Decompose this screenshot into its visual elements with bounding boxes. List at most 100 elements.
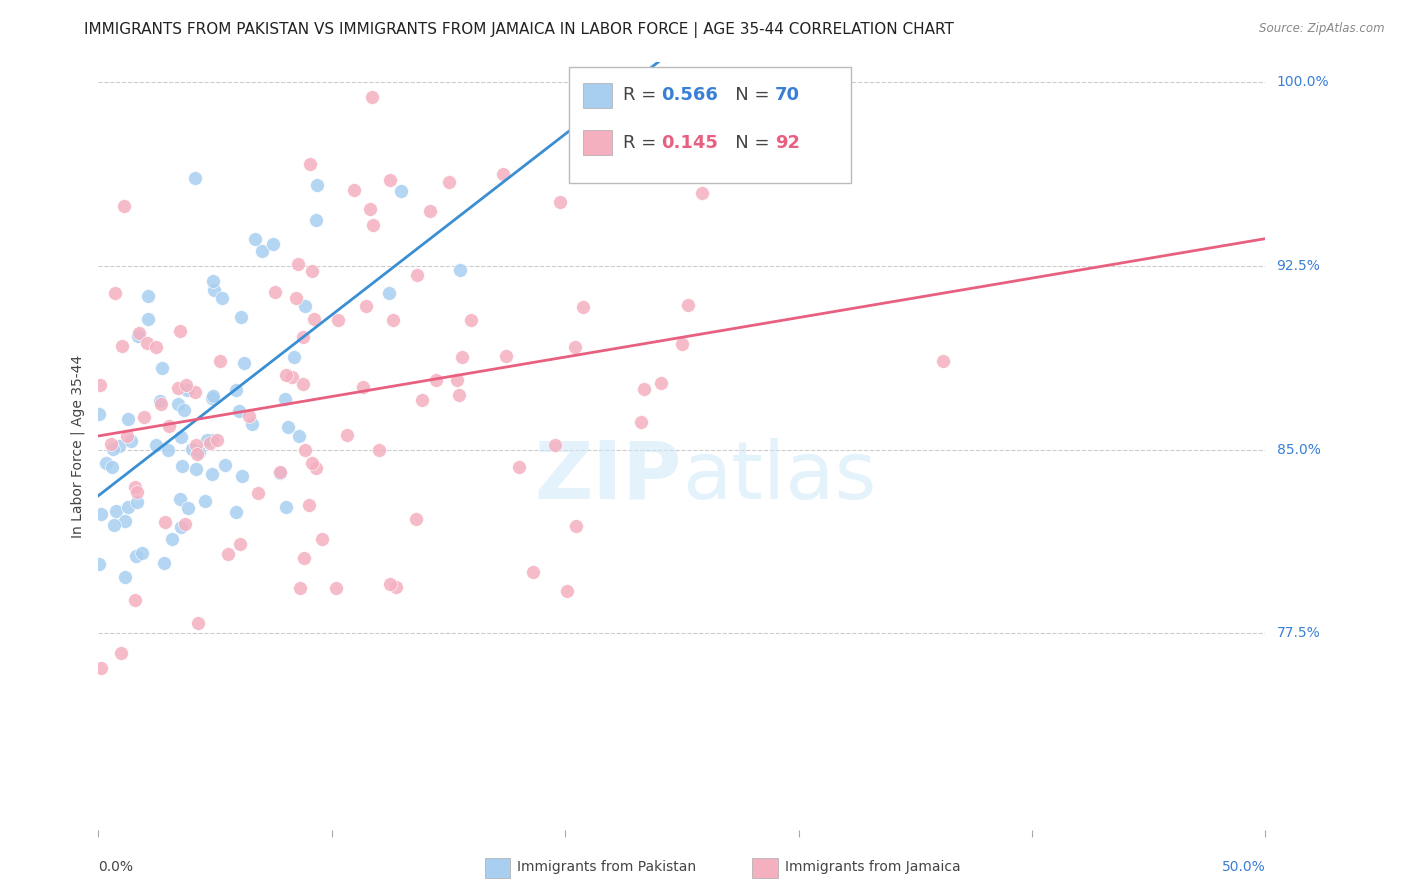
Point [302, 312, 325, 326]
Point [425, 373, 447, 387]
Text: R =: R = [623, 134, 662, 152]
Point [565, 519, 588, 533]
Point [250, 244, 273, 258]
Point [231, 469, 253, 483]
Text: 100.0%: 100.0% [1277, 75, 1329, 89]
Text: 92.5%: 92.5% [1277, 259, 1320, 273]
Point [128, 326, 150, 340]
Text: IMMIGRANTS FROM PAKISTAN VS IMMIGRANTS FROM JAMAICA IN LABOR FORCE | AGE 35-44 C: IMMIGRANTS FROM PAKISTAN VS IMMIGRANTS F… [84, 22, 955, 38]
Point [176, 383, 198, 397]
Point [201, 391, 224, 405]
Point [262, 237, 284, 252]
Point [166, 381, 188, 395]
Point [491, 167, 513, 181]
Text: Immigrants from Jamaica: Immigrants from Jamaica [785, 860, 960, 874]
Point [207, 434, 229, 448]
Point [145, 340, 167, 354]
Point [555, 583, 578, 598]
Point [571, 301, 593, 315]
Point [291, 376, 314, 391]
Point [301, 456, 323, 470]
Point [406, 268, 429, 282]
Point [301, 263, 323, 277]
Point [153, 556, 176, 570]
Point [183, 384, 205, 399]
Point [101, 442, 124, 456]
Point [359, 202, 381, 216]
Point [495, 349, 517, 363]
Point [89, 408, 111, 422]
Point [232, 356, 254, 370]
Point [277, 420, 299, 434]
Point [176, 378, 198, 392]
Point [187, 445, 209, 459]
Point [160, 532, 183, 546]
Point [186, 462, 208, 476]
Point [202, 274, 225, 288]
Text: 70: 70 [775, 87, 800, 104]
Text: 77.5%: 77.5% [1277, 626, 1320, 640]
Point [288, 581, 311, 595]
Point [630, 415, 652, 429]
Point [243, 232, 266, 246]
Point [209, 353, 232, 368]
Point [153, 515, 176, 529]
Text: Source: ZipAtlas.com: Source: ZipAtlas.com [1260, 22, 1385, 36]
Point [354, 299, 377, 313]
Point [157, 418, 180, 433]
Point [124, 593, 146, 607]
Text: 0.0%: 0.0% [98, 860, 134, 874]
Point [281, 369, 304, 384]
Text: 85.0%: 85.0% [1277, 442, 1320, 457]
Point [298, 498, 321, 512]
Point [150, 360, 173, 375]
Text: 0.145: 0.145 [661, 134, 717, 152]
Point [186, 447, 208, 461]
Point [288, 429, 311, 443]
Point [174, 516, 197, 531]
Point [149, 394, 172, 409]
Text: Immigrants from Pakistan: Immigrants from Pakistan [517, 860, 696, 874]
Point [294, 442, 316, 457]
Point [382, 313, 405, 327]
Point [238, 409, 260, 424]
Point [96, 456, 118, 470]
Point [225, 384, 247, 398]
Text: N =: N = [718, 87, 776, 104]
Point [104, 286, 127, 301]
Point [184, 438, 207, 452]
Point [131, 546, 153, 560]
Point [202, 283, 225, 297]
Point [311, 532, 333, 546]
Point [169, 491, 191, 506]
Point [269, 465, 291, 479]
Point [211, 291, 233, 305]
Point [103, 518, 125, 533]
Text: ZIP: ZIP [534, 438, 682, 516]
Point [101, 460, 124, 475]
Point [276, 500, 298, 515]
Point [419, 204, 441, 219]
Point [269, 467, 291, 481]
Point [127, 329, 149, 343]
Point [360, 90, 382, 104]
Point [117, 500, 139, 514]
Point [305, 461, 328, 475]
Point [114, 514, 136, 528]
Point [298, 157, 321, 171]
Point [170, 520, 193, 534]
Point [112, 199, 135, 213]
Point [194, 494, 217, 508]
Text: 92: 92 [775, 134, 800, 152]
Point [247, 485, 270, 500]
Text: 50.0%: 50.0% [1222, 860, 1265, 874]
Point [89, 378, 111, 392]
Point [352, 380, 374, 394]
Point [437, 175, 460, 189]
Point [120, 434, 142, 449]
Point [167, 397, 190, 411]
Point [145, 438, 167, 452]
Point [228, 404, 250, 418]
Point [201, 390, 224, 404]
Point [378, 285, 401, 300]
